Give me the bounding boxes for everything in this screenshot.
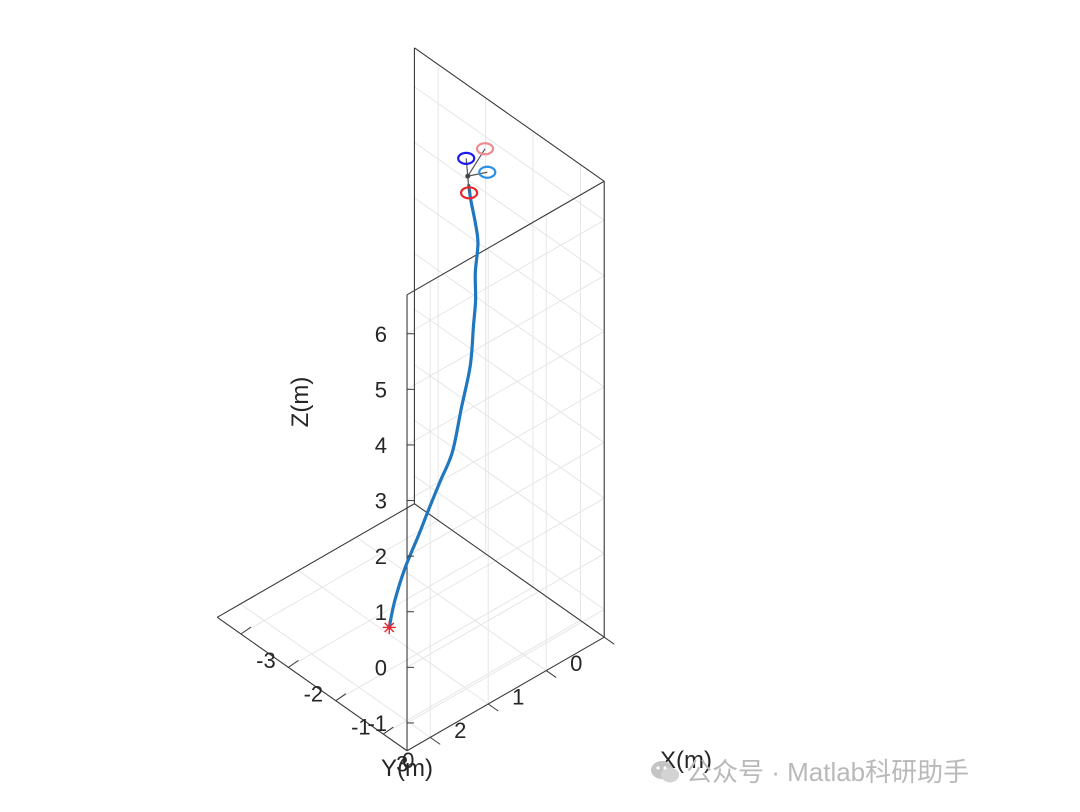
axes-edge — [406, 180, 605, 296]
x-tick-mark — [240, 626, 252, 635]
floor-gridline-x — [288, 553, 486, 668]
quadrotor-rotor — [459, 186, 479, 200]
back-wall-gridline-z — [414, 141, 605, 277]
side-wall-gridline-z — [406, 386, 605, 501]
floor-gridline-y — [240, 603, 431, 738]
y-tick-label: 2 — [454, 718, 466, 743]
quadrotor-rotor — [475, 142, 495, 156]
x-tick-label: 0 — [402, 748, 414, 773]
y-tick-mark — [545, 670, 557, 678]
back-wall-gridline-z — [414, 197, 605, 332]
axes-edge — [216, 616, 408, 752]
quadrotor-arm — [467, 176, 470, 193]
back-wall-gridline-z — [414, 253, 605, 388]
side-wall-gridline-z — [406, 219, 605, 335]
side-wall-gridline-z — [406, 275, 605, 390]
trajectory-line — [387, 183, 480, 630]
side-wall-gridline-z — [406, 497, 605, 613]
floor-grid — [240, 503, 605, 738]
z-axis-label: Z(m) — [287, 377, 314, 428]
z-tick-label: 3 — [375, 489, 387, 514]
quadrotor-arm — [467, 171, 488, 177]
floor-gridline-y — [298, 570, 489, 705]
side-wall-gridline-z — [406, 553, 605, 668]
z-tick-label: -1 — [367, 711, 387, 736]
y-axis-ticks: 0 1 2 3 — [396, 636, 615, 776]
quadrotor-rotor — [457, 151, 476, 165]
watermark-text: 公众号 · Matlab科研助手 — [686, 757, 970, 787]
y-tick-label: 0 — [570, 651, 582, 676]
trajectory-series — [387, 183, 480, 630]
start-marker-stroke — [384, 622, 395, 633]
axes-edge — [216, 503, 415, 618]
axes-box — [216, 47, 605, 752]
z-tick-label: 2 — [375, 544, 387, 569]
z-tick-label: 4 — [375, 433, 387, 458]
x-tick-mark — [383, 726, 394, 735]
back-grid — [406, 64, 605, 738]
floor-gridline-x — [240, 519, 439, 635]
z-tick-label: 0 — [375, 655, 387, 680]
y-axis-label: Y(m) — [381, 755, 433, 782]
wechat-icon — [651, 761, 679, 783]
axes-edge — [414, 503, 605, 638]
z-tick-label: 6 — [375, 322, 387, 347]
x-tick-label: -1 — [351, 715, 371, 740]
y-tick-mark — [603, 636, 615, 645]
x-tick-label: -2 — [304, 681, 324, 706]
y-tick-mark — [487, 703, 499, 712]
y-tick-mark — [429, 736, 441, 745]
side-wall-gridline-z — [406, 608, 605, 724]
x-tick-mark — [335, 693, 347, 702]
back-wall-gridline-z — [414, 86, 605, 221]
x-tick-mark — [288, 659, 299, 668]
quadrotor-rotor — [478, 165, 497, 179]
back-wall-gridline-z — [414, 419, 605, 555]
y-tick-label: 3 — [396, 751, 408, 776]
quadrotor — [457, 142, 497, 200]
z-tick-label: 5 — [375, 377, 387, 402]
x-tick-label: -3 — [256, 648, 276, 673]
x-axis-ticks: -3 -2 -1 0 — [240, 626, 414, 773]
start-marker — [382, 620, 396, 634]
watermark: 公众号 · Matlab科研助手 — [650, 752, 969, 789]
axes-edge — [406, 636, 605, 752]
z-axis-ticks: -1 0 1 2 3 4 5 6 — [367, 322, 415, 736]
side-wall-gridline-z — [406, 330, 605, 446]
back-wall-gridline-z — [414, 364, 605, 499]
quadrotor-body — [465, 173, 471, 179]
back-wall-gridline-z — [414, 308, 605, 443]
axes-edge — [414, 47, 605, 182]
z-tick-label: 1 — [375, 600, 387, 625]
quadrotor-arm — [465, 158, 469, 177]
floor-gridline-x — [335, 586, 534, 702]
floor-gridline-y — [356, 536, 547, 671]
floor-gridline-x — [383, 620, 581, 735]
back-wall-gridline-z — [414, 475, 605, 610]
side-wall-gridline-z — [406, 442, 605, 557]
y-tick-label: 1 — [512, 685, 524, 710]
